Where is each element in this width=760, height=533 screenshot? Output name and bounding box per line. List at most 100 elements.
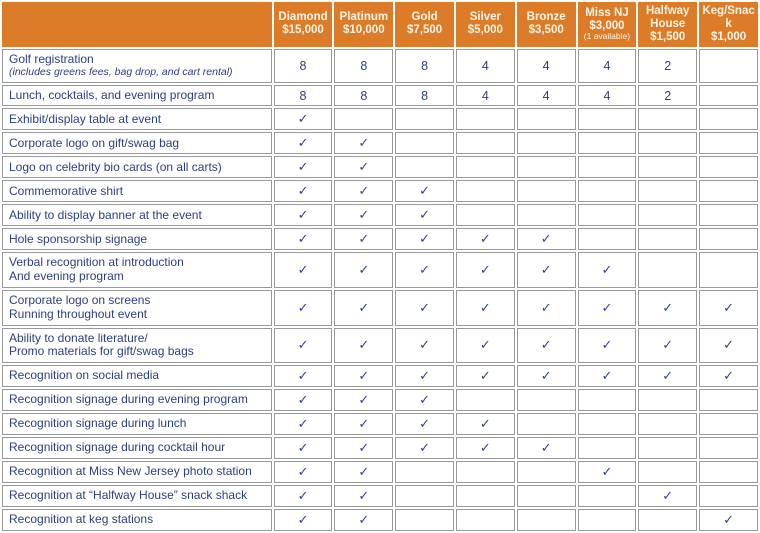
benefit-value-cell: ✓: [334, 156, 394, 179]
benefit-value-cell: 4: [577, 48, 637, 83]
cell-value: 4: [542, 58, 550, 73]
check-icon: ✓: [297, 299, 309, 315]
benefit-row: Ability to donate literature/ Promo mate…: [2, 327, 758, 364]
cell-value: 4: [481, 88, 489, 103]
check-icon: ✓: [540, 337, 552, 353]
benefit-value-cell: [516, 132, 576, 155]
benefit-value-cell: [577, 228, 637, 251]
benefit-value-cell: [395, 461, 454, 484]
benefit-value-cell: [638, 509, 698, 532]
check-icon: ✓: [723, 337, 734, 353]
benefit-value-cell: [577, 437, 637, 460]
benefit-value-cell: ✓: [334, 509, 394, 532]
benefit-value-cell: ✓: [273, 437, 333, 460]
benefit-label: Recognition at “Halfway House” snack sha…: [9, 488, 248, 503]
benefit-value-cell: ✓: [395, 365, 454, 388]
check-icon: ✓: [479, 299, 491, 315]
check-icon: ✓: [297, 392, 309, 408]
check-icon: ✓: [540, 262, 552, 278]
benefit-value-cell: ✓: [455, 290, 515, 326]
benefit-row: Corporate logo on screens Running throug…: [2, 290, 758, 326]
check-icon: ✓: [297, 464, 309, 480]
check-icon: ✓: [540, 368, 552, 384]
benefit-value-cell: [577, 108, 637, 131]
benefit-value-cell: [516, 108, 576, 131]
benefit-value-cell: 8: [395, 84, 454, 107]
benefit-value-cell: ✓: [516, 290, 576, 326]
benefit-value-cell: [577, 132, 637, 155]
check-icon: ✓: [297, 368, 309, 384]
check-icon: ✓: [662, 368, 674, 384]
check-icon: ✓: [479, 231, 491, 247]
benefit-value-cell: [699, 437, 758, 460]
tier-header-cell: Platinum $10,000: [334, 2, 394, 47]
benefit-row: Recognition signage during evening progr…: [2, 389, 758, 412]
benefit-value-cell: [455, 132, 515, 155]
benefit-value-cell: ✓: [334, 290, 394, 326]
check-icon: ✓: [662, 299, 674, 315]
check-icon: ✓: [297, 207, 309, 223]
benefit-value-cell: [699, 132, 758, 155]
tier-price: $1,000: [710, 30, 747, 43]
benefit-value-cell: ✓: [334, 228, 394, 251]
benefit-label-cell: Golf registration (includes greens fees,…: [2, 48, 272, 83]
benefit-value-cell: [699, 389, 758, 412]
benefit-value-cell: ✓: [395, 180, 454, 203]
benefit-value-cell: [395, 509, 454, 532]
check-icon: ✓: [297, 512, 309, 528]
check-icon: ✓: [358, 368, 370, 384]
tier-price: $3,500: [528, 24, 564, 37]
tier-header-cell: Keg/Snack $1,000: [699, 2, 758, 47]
benefit-value-cell: [516, 485, 576, 508]
tier-name: Silver: [469, 11, 502, 24]
cell-value: 8: [299, 58, 307, 73]
benefit-label-line2: Promo materials for gift/swag bags: [9, 344, 194, 359]
benefit-value-cell: ✓: [273, 509, 333, 532]
benefit-label-cell: Ability to donate literature/ Promo mate…: [2, 327, 272, 364]
cell-value: 2: [664, 88, 672, 103]
benefit-value-cell: [699, 48, 758, 83]
benefit-value-cell: ✓: [334, 389, 394, 412]
tier-header-cell: Silver $5,000: [455, 2, 515, 47]
benefit-value-cell: [455, 204, 515, 227]
check-icon: ✓: [601, 262, 613, 278]
benefit-value-cell: ✓: [273, 413, 333, 436]
benefit-value-cell: ✓: [273, 132, 333, 155]
benefit-value-cell: [638, 252, 698, 289]
check-icon: ✓: [297, 183, 309, 199]
benefit-label: Corporate logo on screens: [9, 293, 151, 308]
check-icon: ✓: [297, 135, 309, 151]
benefit-value-cell: 4: [516, 84, 576, 107]
cell-value: 8: [360, 58, 368, 73]
tier-name: Halfway House: [645, 5, 690, 30]
tier-name: Bronze: [526, 11, 566, 24]
check-icon: ✓: [419, 262, 431, 278]
check-icon: ✓: [479, 368, 491, 384]
benefit-value-cell: 2: [638, 48, 698, 83]
benefit-row: Recognition signage during lunch ✓ ✓ ✓ ✓: [2, 413, 758, 436]
cell-value: 8: [360, 88, 368, 103]
check-icon: ✓: [723, 368, 734, 384]
benefit-value-cell: ✓: [334, 437, 394, 460]
benefit-value-cell: 4: [577, 84, 637, 107]
benefit-value-cell: [638, 204, 698, 227]
benefit-value-cell: ✓: [638, 327, 698, 364]
benefit-value-cell: ✓: [577, 365, 637, 388]
benefit-label: Verbal recognition at introduction: [9, 255, 184, 270]
check-icon: ✓: [297, 262, 309, 278]
benefit-value-cell: ✓: [273, 156, 333, 179]
benefit-value-cell: [577, 509, 637, 532]
check-icon: ✓: [601, 368, 613, 384]
benefit-value-cell: ✓: [577, 252, 637, 289]
tier-name: Platinum: [339, 11, 389, 24]
tier-name: Miss NJ: [585, 6, 629, 19]
benefit-label: Recognition on social media: [9, 368, 160, 383]
benefit-value-cell: ✓: [334, 365, 394, 388]
benefit-label-cell: Recognition signage during cocktail hour: [2, 437, 272, 460]
benefit-value-cell: [638, 156, 698, 179]
benefit-value-cell: [577, 413, 637, 436]
benefit-value-cell: ✓: [395, 437, 454, 460]
check-icon: ✓: [479, 337, 491, 353]
benefit-label-cell: Recognition signage during evening progr…: [2, 389, 272, 412]
benefit-value-cell: ✓: [455, 365, 515, 388]
